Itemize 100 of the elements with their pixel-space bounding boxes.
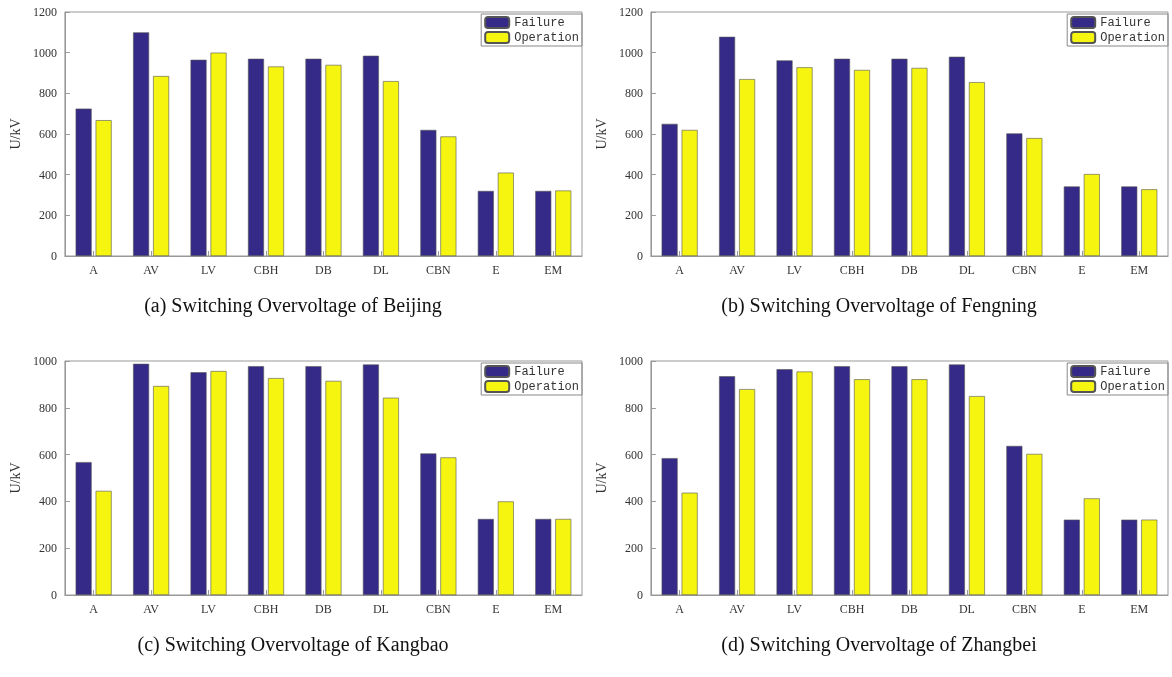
- bar: [1141, 189, 1158, 256]
- bar: [719, 36, 736, 256]
- bar: [420, 453, 437, 595]
- y-tick-label: 800: [38, 400, 57, 415]
- y-tick-label: 600: [38, 447, 57, 462]
- bar: [911, 379, 928, 595]
- bar: [477, 518, 494, 595]
- bar: [305, 58, 322, 256]
- y-tick-label: 200: [624, 208, 643, 223]
- y-tick-label: 800: [624, 86, 643, 101]
- y-tick-label: 600: [38, 127, 57, 141]
- bar: [853, 379, 870, 595]
- y-tick-label: 1000: [32, 354, 57, 368]
- bar: [1063, 519, 1080, 595]
- x-tick-label: E: [492, 602, 500, 616]
- bar: [247, 366, 264, 595]
- bar: [382, 397, 399, 595]
- bar: [796, 67, 813, 256]
- bar: [75, 462, 92, 595]
- x-tick-label: CBH: [839, 263, 865, 277]
- x-tick-label: CBH: [839, 602, 865, 616]
- bar: [1083, 498, 1100, 595]
- bar: [1121, 519, 1138, 595]
- x-tick-label: AV: [143, 602, 160, 616]
- bar: [739, 79, 756, 256]
- bar: [75, 108, 92, 256]
- bar: [210, 371, 227, 595]
- bar: [535, 190, 552, 256]
- bar: [719, 376, 736, 595]
- x-tick-label: DB: [901, 263, 918, 277]
- bar: [440, 136, 457, 256]
- y-axis-title: U/kV: [593, 462, 609, 494]
- y-tick-label: 1000: [32, 45, 57, 60]
- bar: [796, 371, 813, 595]
- bar: [1121, 186, 1138, 256]
- x-tick-label: CBN: [1012, 263, 1038, 277]
- x-tick-label: LV: [787, 263, 803, 277]
- bar: [661, 123, 678, 256]
- y-tick-label: 200: [38, 208, 57, 223]
- bar: [420, 129, 437, 256]
- legend-label: Failure: [514, 15, 565, 30]
- x-tick-label: EM: [544, 602, 563, 616]
- bar: [739, 389, 756, 595]
- x-tick-label: DL: [372, 263, 389, 277]
- x-tick-label: LV: [787, 602, 803, 616]
- y-tick-label: 800: [624, 400, 643, 415]
- bar: [153, 386, 170, 595]
- bar: [497, 501, 514, 595]
- bar: [968, 396, 985, 595]
- x-tick-label: DB: [315, 263, 332, 277]
- x-tick-label: E: [1078, 263, 1086, 277]
- legend-label: Operation: [514, 30, 579, 45]
- x-tick-label: CBN: [426, 263, 452, 277]
- y-tick-label: 1200: [32, 5, 57, 19]
- bar: [853, 69, 870, 256]
- y-axis-title: U/kV: [593, 118, 609, 150]
- y-tick-label: 400: [624, 494, 643, 509]
- y-axis-title: U/kV: [7, 462, 23, 494]
- x-tick-label: DL: [372, 602, 389, 616]
- bar: [1141, 519, 1158, 595]
- x-tick-label: DB: [901, 602, 918, 616]
- legend-label: Operation: [514, 379, 579, 394]
- bar: [681, 492, 698, 595]
- bar: [325, 380, 342, 595]
- y-tick-label: 1000: [618, 354, 643, 368]
- y-axis-title: U/kV: [7, 118, 23, 150]
- y-tick-label: 0: [636, 588, 643, 602]
- x-tick-label: CBH: [253, 263, 279, 277]
- y-tick-label: 600: [624, 127, 643, 141]
- y-tick-label: 400: [38, 494, 57, 509]
- bar: [1006, 133, 1023, 256]
- bar: [382, 81, 399, 256]
- x-tick-label: E: [492, 263, 500, 277]
- x-tick-label: DB: [315, 602, 332, 616]
- x-tick-label: LV: [201, 602, 217, 616]
- x-tick-label: AV: [143, 263, 160, 277]
- legend-label: Failure: [1100, 15, 1151, 30]
- bar: [440, 457, 457, 595]
- legend-label: Operation: [1100, 30, 1165, 45]
- text: (a) Switching Overvoltage of Beijing: [144, 294, 442, 317]
- bar: [477, 190, 494, 256]
- x-tick-label: EM: [1130, 263, 1149, 277]
- x-tick-label: AV: [729, 602, 746, 616]
- bar: [95, 490, 112, 595]
- x-tick-label: AV: [729, 263, 746, 277]
- y-tick-label: 0: [50, 249, 57, 263]
- x-tick-label: A: [675, 263, 685, 277]
- x-tick-label: CBH: [253, 602, 279, 616]
- y-tick-label: 600: [624, 447, 643, 462]
- x-tick-label: DL: [958, 602, 975, 616]
- bar: [247, 58, 264, 256]
- legend-label: Operation: [1100, 379, 1165, 394]
- bar: [948, 56, 965, 256]
- y-tick-label: 400: [624, 167, 643, 182]
- bar: [911, 67, 928, 256]
- bar: [267, 378, 284, 595]
- bar: [891, 58, 908, 256]
- bar: [776, 60, 793, 256]
- bar: [133, 32, 150, 256]
- x-tick-label: A: [675, 602, 685, 616]
